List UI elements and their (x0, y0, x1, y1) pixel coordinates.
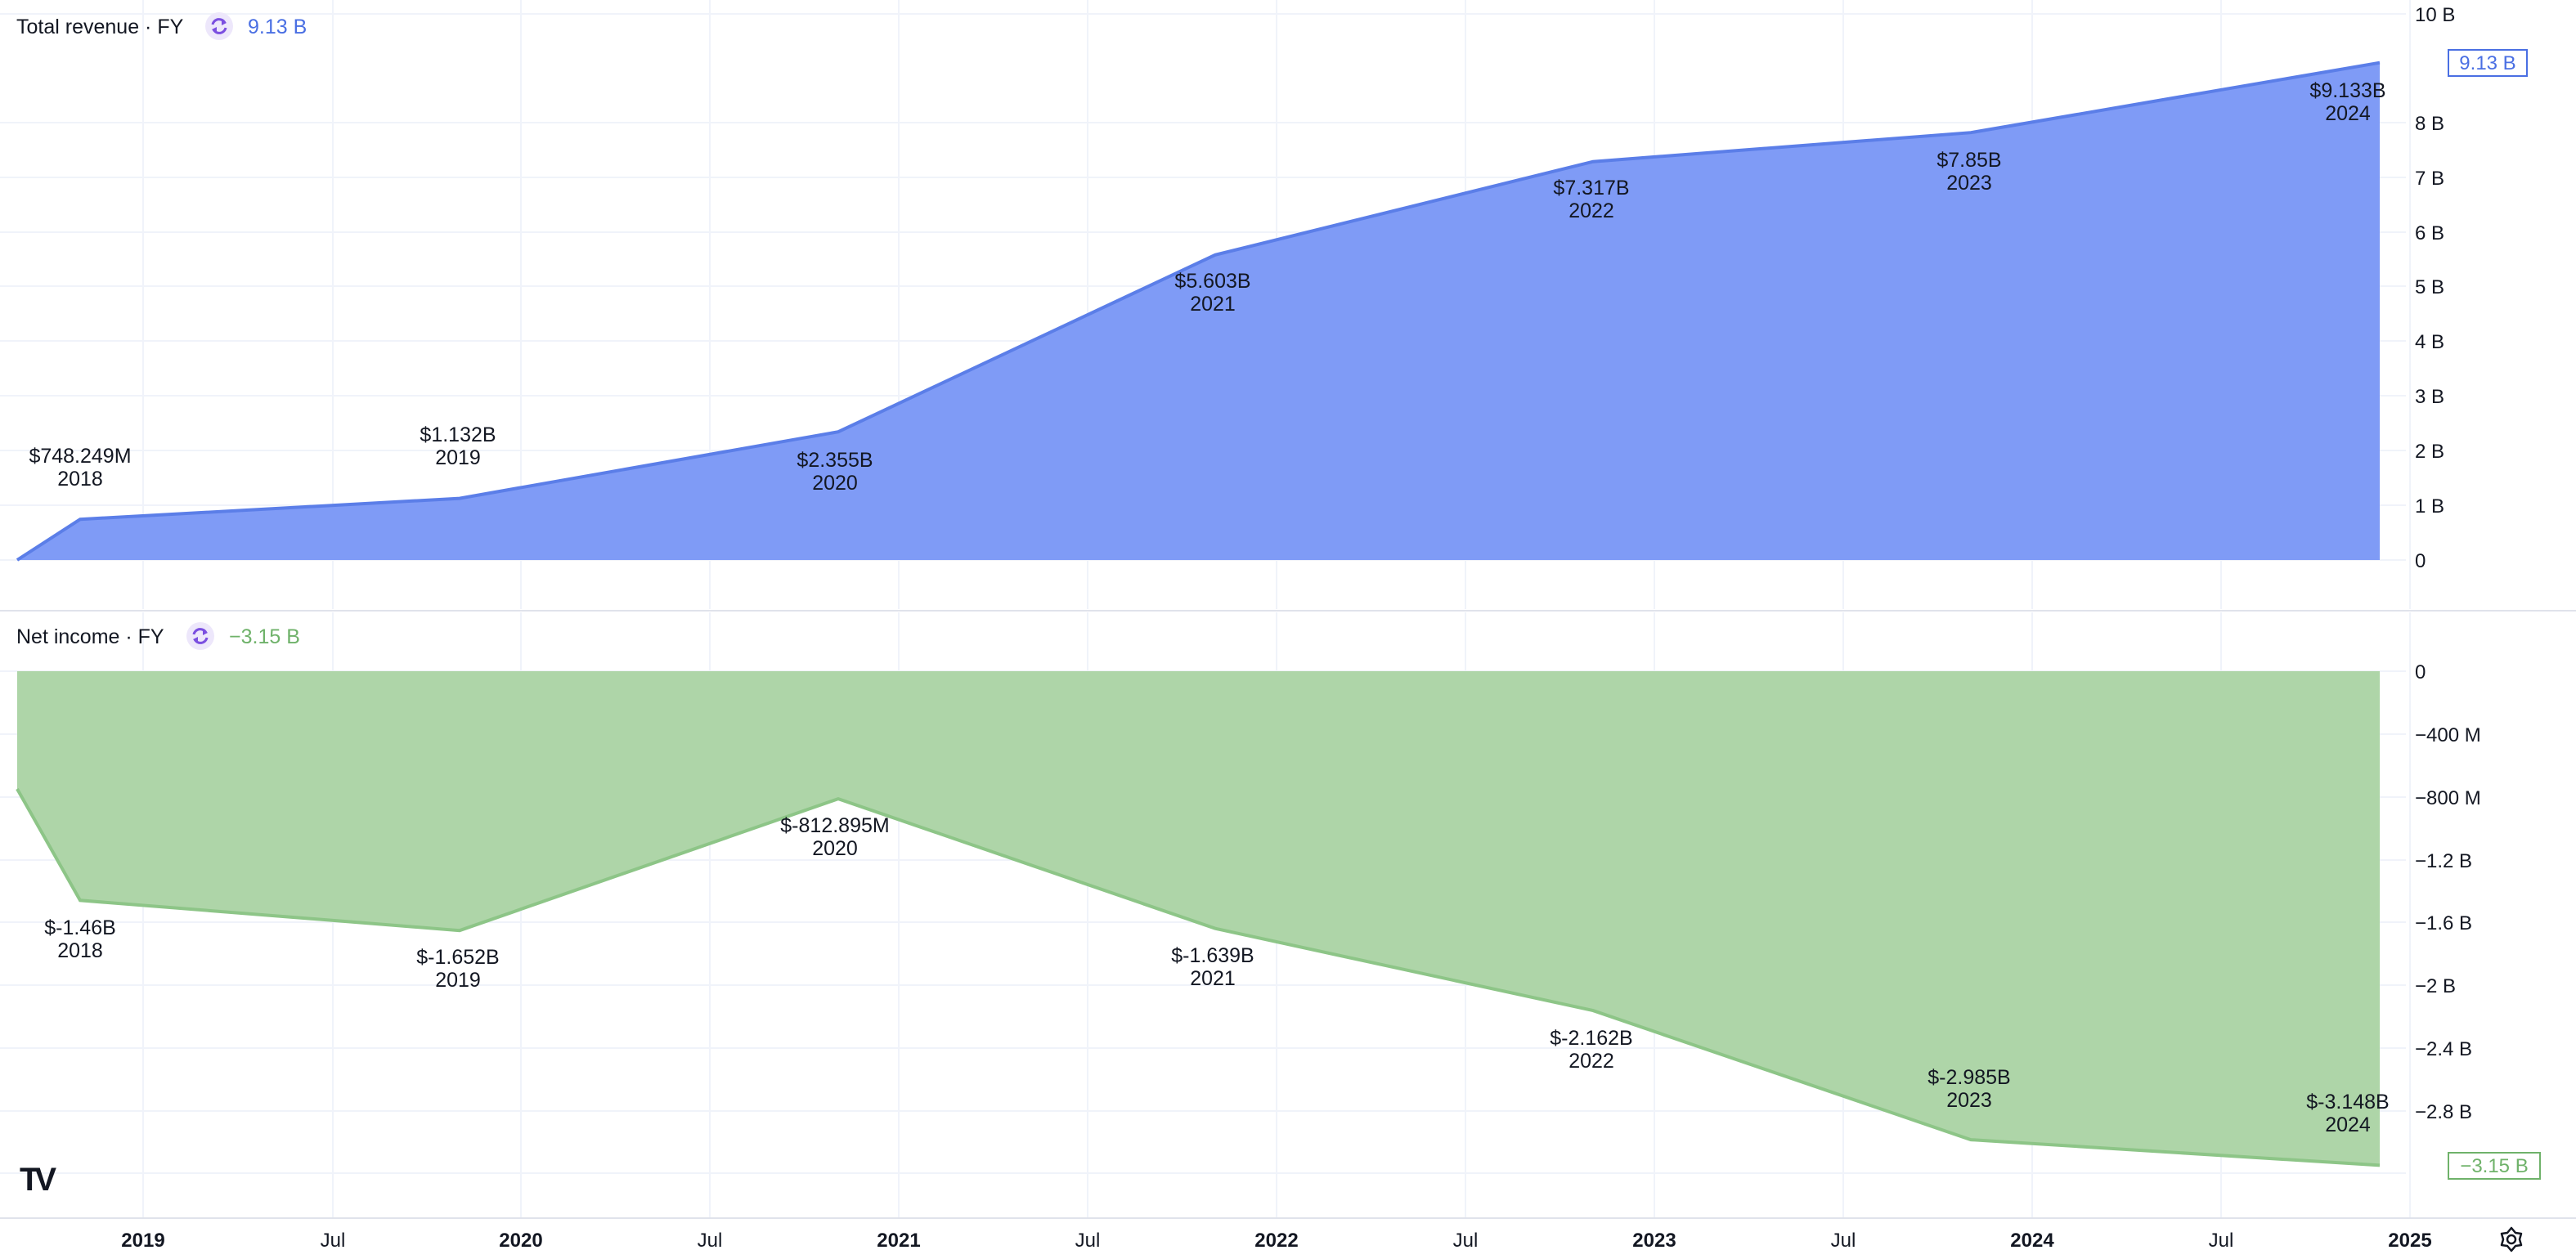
net-income-line (16, 788, 2381, 1167)
revenue-price-tag: 9.13 B (2448, 49, 2528, 77)
net-income-year-label: 2024 (2325, 1113, 2371, 1136)
net-income-year-label: 2019 (435, 969, 481, 992)
net-income-y-tick-label: −2 B (2415, 975, 2456, 997)
net-income-y-tick-label: −1.6 B (2415, 912, 2472, 934)
revenue-y-tick-label: 7 B (2415, 168, 2444, 190)
net-income-value-label: $-3.148B (2306, 1091, 2389, 1113)
time-axis-year-label: 2024 (2010, 1230, 2054, 1252)
time-axis-year-label: 2020 (499, 1230, 542, 1252)
gear-icon[interactable] (2500, 1226, 2523, 1252)
net-income-legend[interactable]: Net income · FY −3.15 B (16, 622, 300, 650)
revenue-year-label: 2020 (812, 472, 858, 495)
revenue-value-label: $1.132B (420, 423, 496, 446)
net-income-year-label: 2018 (57, 939, 103, 962)
net-income-year-label: 2021 (1190, 967, 1236, 990)
revenue-year-label: 2023 (1946, 172, 1992, 195)
revenue-line (16, 60, 2381, 562)
time-axis-month-label: Jul (1453, 1230, 1479, 1252)
net-income-year-label: 2023 (1946, 1089, 1992, 1112)
net-income-y-tick-label: −2.8 B (2415, 1101, 2472, 1123)
logo-mark: TV (20, 1162, 56, 1198)
net-income-y-tick-label: −400 M (2415, 724, 2481, 746)
revenue-legend[interactable]: Total revenue · FY 9.13 B (16, 12, 307, 40)
net-income-value-label: $-1.639B (1171, 944, 1254, 967)
net-income-value-label: $-2.162B (1550, 1027, 1632, 1050)
revenue-y-tick-label: 10 B (2415, 4, 2455, 26)
time-axis-month-label: Jul (321, 1230, 346, 1252)
net-income-y-tick-label: −1.2 B (2415, 850, 2472, 872)
net-income-value-label: $-812.895M (780, 814, 889, 837)
time-axis-month-label: Jul (2209, 1230, 2234, 1252)
net-income-y-tick-label: 0 (2415, 661, 2426, 683)
revenue-value-label: $7.85B (1936, 149, 2001, 172)
revenue-year-label: 2018 (57, 468, 103, 491)
net-income-title: Net income · FY (16, 625, 164, 648)
revenue-price-axis[interactable]: 10 B 8 B 7 B 6 B 5 B 4 B 3 B 2 B 1 B 0 (2415, 4, 2455, 572)
time-axis-month-label: Jul (1075, 1230, 1101, 1252)
net-income-value-label: $-1.46B (44, 916, 116, 939)
revenue-current-value: 9.13 B (248, 16, 307, 38)
revenue-y-tick-label: 5 B (2415, 276, 2444, 298)
revenue-title: Total revenue · FY (16, 16, 184, 38)
time-axis-year-label: 2021 (877, 1230, 920, 1252)
time-axis-year-label: 2023 (1632, 1230, 1676, 1252)
net-income-price-tag-label: −3.15 B (2460, 1155, 2528, 1177)
revenue-y-tick-label: 6 B (2415, 222, 2444, 244)
revenue-value-label: $7.317B (1553, 177, 1629, 199)
revenue-value-label: $2.355B (797, 449, 873, 472)
revenue-y-tick-label: 8 B (2415, 113, 2444, 135)
net-income-current-value: −3.15 B (229, 625, 300, 648)
net-income-y-tick-label: −2.4 B (2415, 1038, 2472, 1060)
net-income-price-axis[interactable]: 0 −400 M −800 M −1.2 B −1.6 B −2 B −2.4 B −2.8 … (2415, 661, 2481, 1123)
revenue-value-label: $5.603B (1174, 270, 1250, 293)
revenue-y-tick-label: 3 B (2415, 386, 2444, 408)
revenue-y-tick-label: 2 B (2415, 441, 2444, 463)
revenue-value-label: $9.133B (2309, 79, 2385, 102)
net-income-value-label: $-2.985B (1928, 1066, 2010, 1089)
revenue-y-tick-label: 1 B (2415, 495, 2444, 517)
time-axis-year-label: 2019 (121, 1230, 164, 1252)
net-income-value-label: $-1.652B (416, 946, 499, 969)
revenue-year-label: 2019 (435, 446, 481, 469)
revenue-y-tick-label: 0 (2415, 550, 2426, 572)
net-income-price-tag: −3.15 B (2448, 1152, 2541, 1180)
tradingview-logo[interactable]: TV (20, 1162, 61, 1198)
revenue-year-label: 2021 (1190, 293, 1236, 316)
time-axis-month-label: Jul (698, 1230, 723, 1252)
revenue-year-label: 2022 (1568, 199, 1614, 222)
net-income-y-tick-label: −800 M (2415, 787, 2481, 809)
time-axis-year-label: 2022 (1254, 1230, 1298, 1252)
revenue-y-tick-label: 4 B (2415, 331, 2444, 353)
net-income-year-label: 2020 (812, 837, 858, 860)
time-axis-year-label: 2025 (2388, 1230, 2431, 1252)
revenue-refresh-icon[interactable] (205, 12, 233, 40)
revenue-value-label: $748.249M (29, 445, 131, 468)
revenue-year-label: 2024 (2325, 102, 2371, 125)
revenue-price-tag-label: 9.13 B (2459, 52, 2515, 74)
time-axis-month-label: Jul (1831, 1230, 1856, 1252)
time-axis[interactable]: 2019 Jul 2020 Jul 2021 Jul 2022 Jul 2023 Jul 2024 J… (0, 1217, 2576, 1252)
net-income-refresh-icon[interactable] (186, 622, 214, 650)
net-income-year-label: 2022 (1568, 1050, 1614, 1073)
net-income-area (17, 671, 2380, 1166)
revenue-area (17, 62, 2380, 560)
